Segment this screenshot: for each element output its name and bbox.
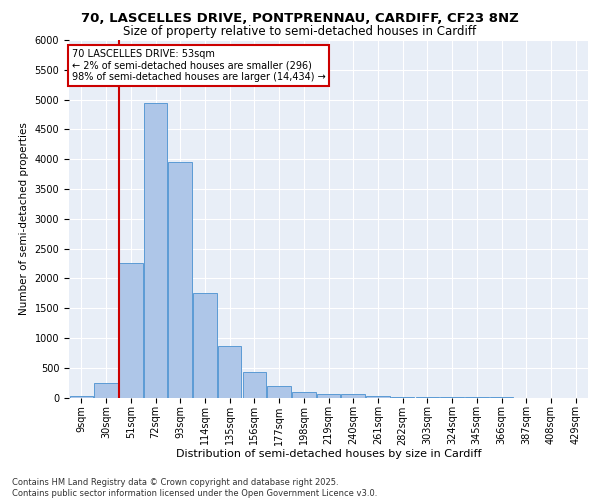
Bar <box>94 383 118 398</box>
Bar <box>366 396 389 398</box>
Bar <box>169 162 192 398</box>
Bar <box>268 386 291 398</box>
Y-axis label: Number of semi-detached properties: Number of semi-detached properties <box>19 122 29 315</box>
Bar <box>144 102 167 398</box>
Bar <box>70 396 93 398</box>
Bar <box>218 346 241 398</box>
Text: Size of property relative to semi-detached houses in Cardiff: Size of property relative to semi-detach… <box>124 25 476 38</box>
Bar <box>341 394 365 398</box>
X-axis label: Distribution of semi-detached houses by size in Cardiff: Distribution of semi-detached houses by … <box>176 448 481 458</box>
Text: 70 LASCELLES DRIVE: 53sqm
← 2% of semi-detached houses are smaller (296)
98% of : 70 LASCELLES DRIVE: 53sqm ← 2% of semi-d… <box>71 49 325 82</box>
Bar <box>193 292 217 398</box>
Bar <box>292 392 316 398</box>
Text: Contains HM Land Registry data © Crown copyright and database right 2025.
Contai: Contains HM Land Registry data © Crown c… <box>12 478 377 498</box>
Bar <box>391 396 415 398</box>
Bar <box>119 264 143 398</box>
Bar <box>317 394 340 398</box>
Text: 70, LASCELLES DRIVE, PONTPRENNAU, CARDIFF, CF23 8NZ: 70, LASCELLES DRIVE, PONTPRENNAU, CARDIF… <box>81 12 519 26</box>
Bar <box>242 372 266 398</box>
